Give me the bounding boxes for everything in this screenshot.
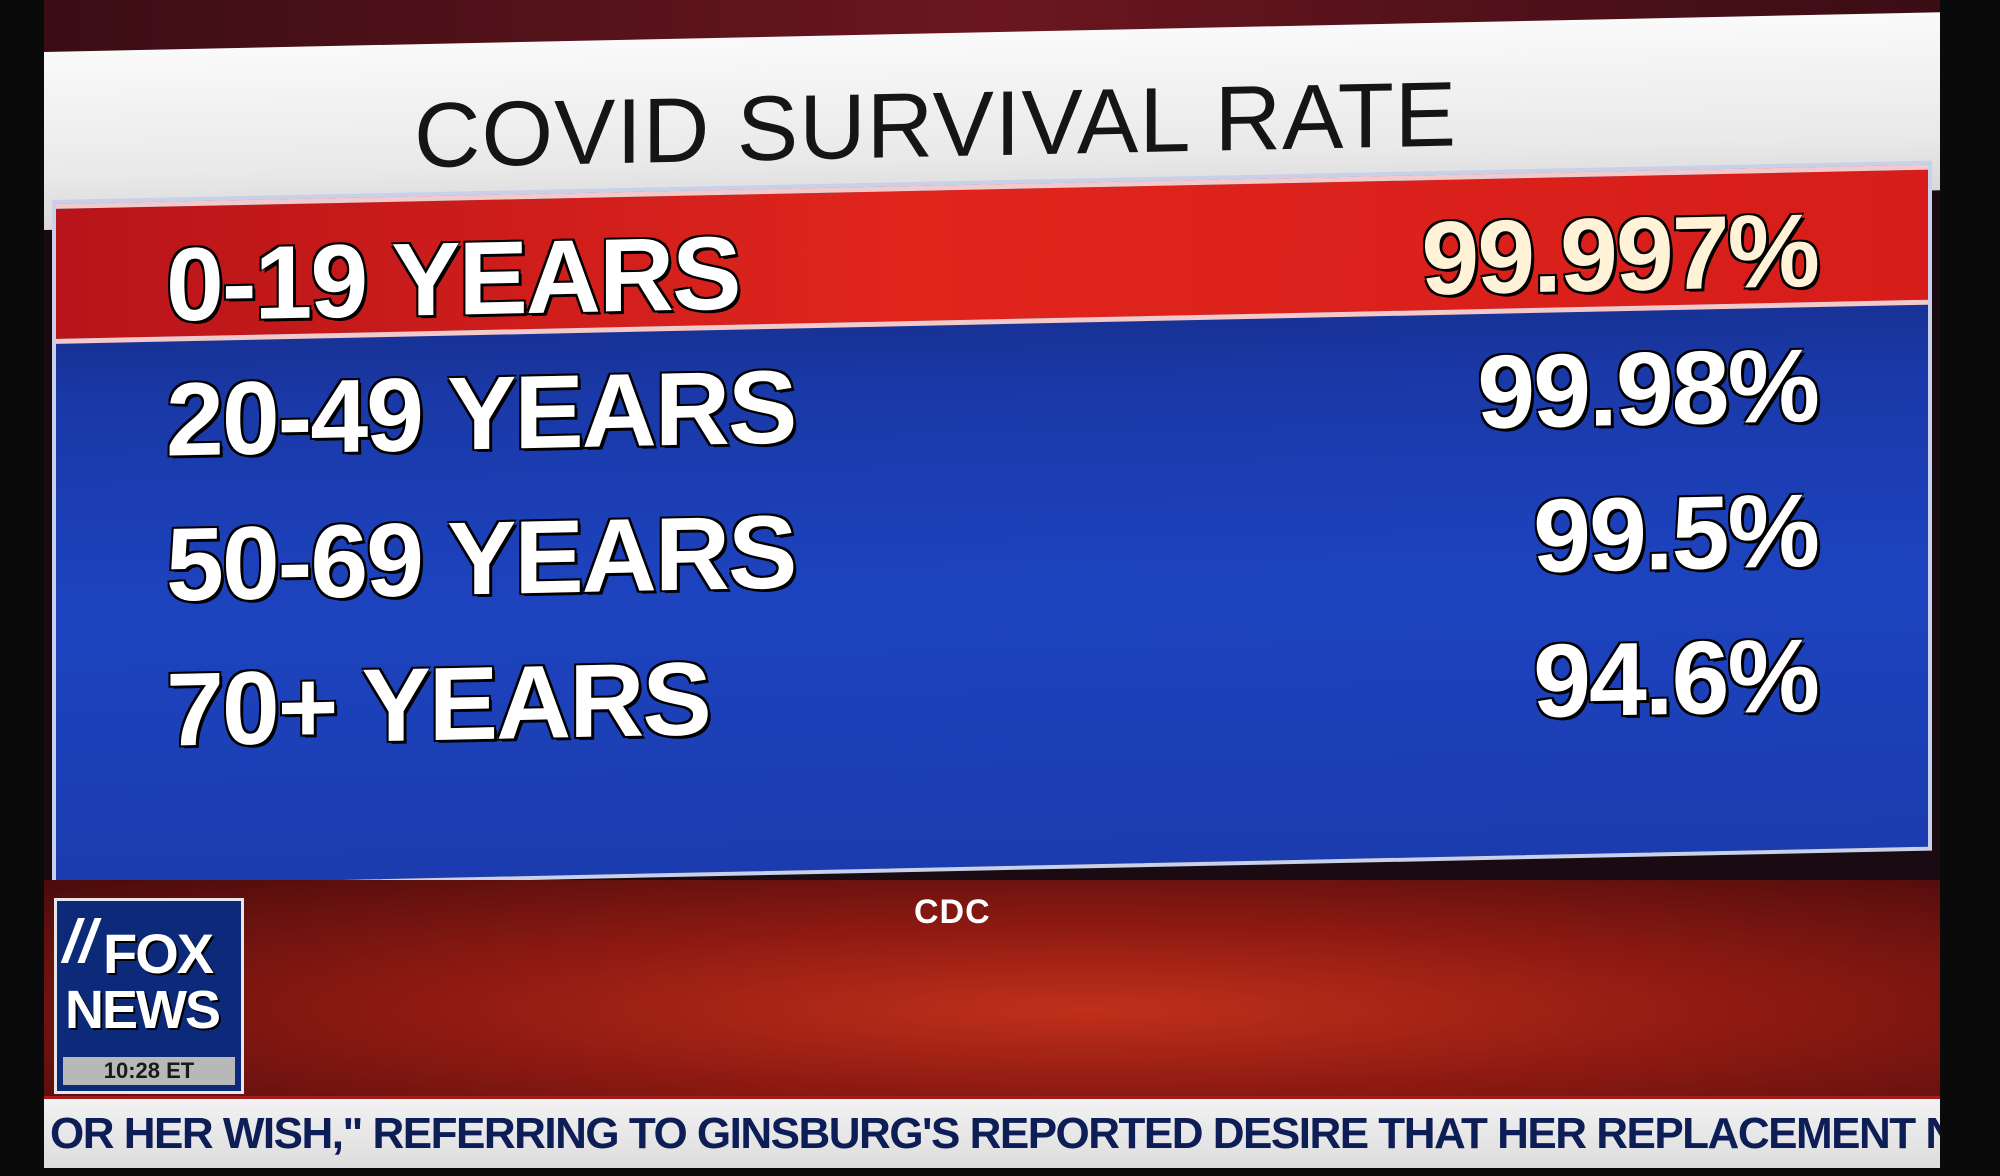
survival-rate-value: 99.98%: [1477, 328, 1818, 452]
survival-rate-value: 94.6%: [1533, 618, 1818, 740]
broadcast-screen: COVID SURVIVAL RATE 0-19 YEARS 99.997% 2…: [44, 0, 1940, 1176]
graphic-title: COVID SURVIVAL RATE: [414, 63, 1458, 188]
fox-news-logo: // FOX NEWS 10:28 ET: [54, 898, 244, 1094]
logo-news-text: NEWS: [65, 980, 221, 1040]
age-group-label: 70+ YEARS: [166, 641, 710, 769]
source-credit: CDC: [914, 893, 991, 931]
lower-third-background: [44, 880, 1940, 1096]
bottom-edge: [44, 1168, 1940, 1176]
survival-rate-value: 99.5%: [1533, 473, 1818, 595]
logo-fox-text: FOX: [103, 922, 214, 985]
broadcast-time: 10:28 ET: [63, 1057, 235, 1085]
news-ticker: OR HER WISH," REFERRING TO GINSBURG'S RE…: [44, 1096, 1940, 1171]
survival-rate-panel: 0-19 YEARS 99.997% 20-49 YEARS 99.98% 50…: [52, 160, 1932, 890]
age-group-label: 0-19 YEARS: [166, 215, 740, 344]
survival-rate-value: 99.997%: [1421, 193, 1818, 318]
logo-slash-icon: //: [63, 908, 97, 975]
age-group-label: 50-69 YEARS: [166, 494, 796, 624]
ticker-text: OR HER WISH," REFERRING TO GINSBURG'S RE…: [50, 1109, 1940, 1158]
age-group-label: 20-49 YEARS: [166, 349, 796, 479]
